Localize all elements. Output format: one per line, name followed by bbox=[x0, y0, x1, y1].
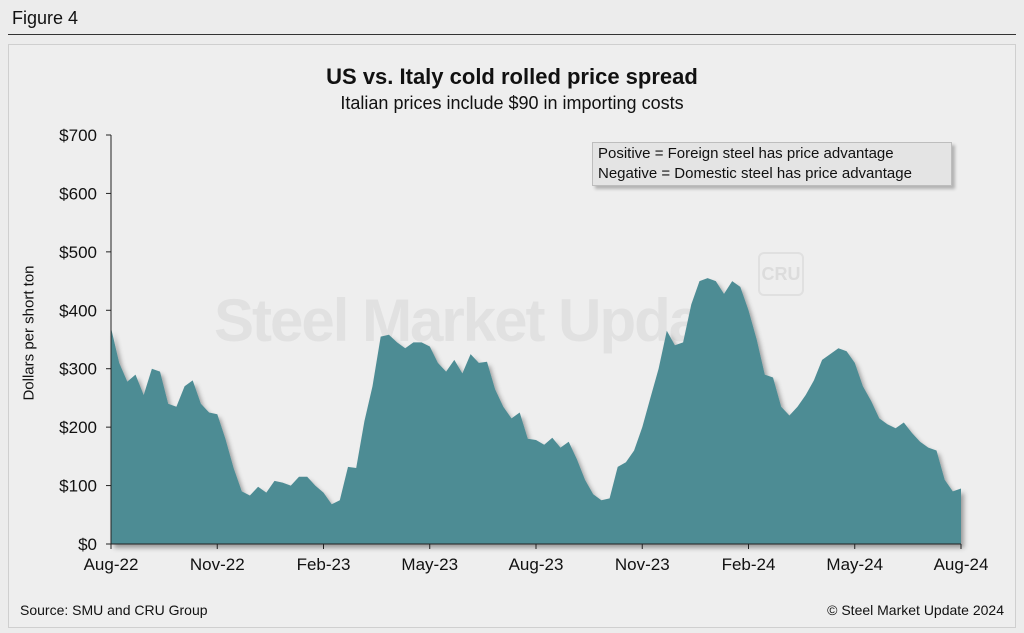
y-tick-label: $500 bbox=[59, 243, 97, 262]
x-tick-label: Nov-23 bbox=[615, 555, 670, 574]
y-tick-label: $400 bbox=[59, 301, 97, 320]
legend-negative: Negative = Domestic steel has price adva… bbox=[598, 165, 912, 182]
x-tick-label: Feb-23 bbox=[297, 555, 351, 574]
y-axis-label: Dollars per short ton bbox=[20, 265, 38, 401]
source-note: Source: SMU and CRU Group bbox=[20, 602, 208, 618]
x-tick-label: May-24 bbox=[826, 555, 883, 574]
y-tick-label: $100 bbox=[59, 477, 97, 496]
x-tick-label: May-23 bbox=[401, 555, 458, 574]
x-tick-label: Aug-23 bbox=[509, 555, 564, 574]
chart-title: US vs. Italy cold rolled price spread bbox=[326, 64, 698, 89]
area-series-spread bbox=[111, 278, 961, 544]
x-tick-label: Aug-24 bbox=[934, 555, 989, 574]
y-tick-label: $700 bbox=[59, 126, 97, 145]
y-tick-label: $600 bbox=[59, 184, 97, 203]
x-tick-label: Aug-22 bbox=[84, 555, 139, 574]
x-tick-label: Nov-22 bbox=[190, 555, 245, 574]
chart-subtitle: Italian prices include $90 in importing … bbox=[340, 93, 684, 113]
legend-positive: Positive = Foreign steel has price advan… bbox=[598, 145, 894, 162]
x-tick-label: Feb-24 bbox=[722, 555, 776, 574]
y-tick-label: $0 bbox=[78, 535, 97, 554]
y-tick-label: $200 bbox=[59, 418, 97, 437]
copyright-note: © Steel Market Update 2024 bbox=[827, 602, 1004, 618]
legend-note: Positive = Foreign steel has price advan… bbox=[592, 142, 952, 186]
y-tick-label: $300 bbox=[59, 360, 97, 379]
figure-label: Figure 4 bbox=[12, 8, 79, 28]
figure-divider bbox=[8, 34, 1016, 35]
